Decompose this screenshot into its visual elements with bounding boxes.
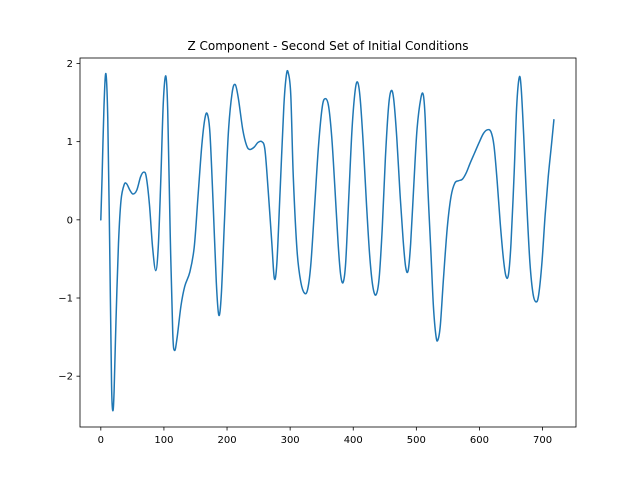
y-tick-label: 0 — [67, 215, 73, 226]
x-tick-label: 100 — [154, 435, 173, 446]
y-tick-label: 2 — [67, 59, 73, 70]
x-tick-label: 400 — [344, 435, 363, 446]
y-tick-label: −1 — [58, 294, 73, 305]
x-tick-label: 300 — [281, 435, 300, 446]
x-tick-label: 700 — [533, 435, 552, 446]
series-line-z-component — [100, 69, 555, 412]
x-tick-label: 200 — [217, 435, 236, 446]
x-tick-label: 0 — [98, 435, 104, 446]
chart-title: Z Component - Second Set of Initial Cond… — [187, 39, 468, 53]
x-axis: 0 100 200 300 400 500 600 700 — [98, 427, 552, 446]
x-tick-label: 500 — [407, 435, 426, 446]
plot-frame — [79, 57, 577, 428]
y-axis: −2 −1 0 1 2 — [58, 59, 80, 383]
x-tick-label: 600 — [470, 435, 489, 446]
y-tick-label: −2 — [58, 372, 73, 383]
y-tick-label: 1 — [67, 137, 73, 148]
